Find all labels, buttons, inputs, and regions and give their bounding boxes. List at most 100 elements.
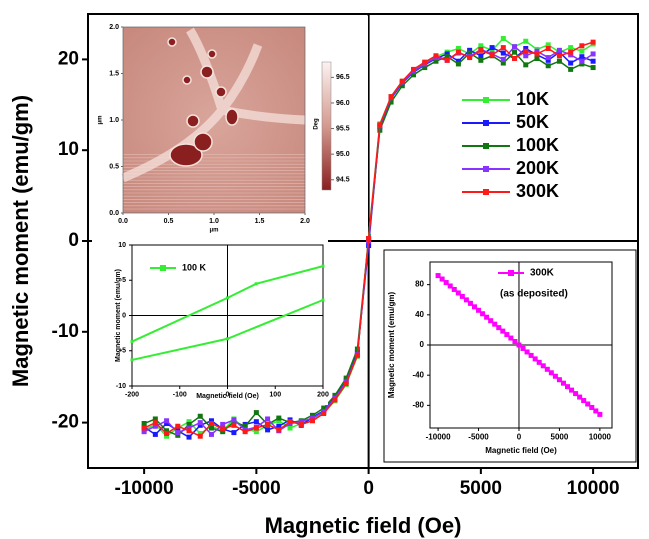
- particle: [169, 143, 203, 167]
- legend-marker: [483, 120, 489, 126]
- annotation: (as deposited): [500, 289, 568, 300]
- marker: [377, 122, 383, 128]
- marker: [455, 290, 461, 296]
- marker: [309, 412, 315, 418]
- x-tick-label: 5000: [460, 478, 502, 499]
- marker: [197, 420, 203, 426]
- marker: [488, 318, 494, 324]
- marker: [242, 429, 248, 435]
- particle: [182, 75, 192, 85]
- legend-marker: [483, 97, 489, 103]
- y-tick-label: 10: [118, 242, 126, 249]
- marker: [197, 433, 203, 439]
- colorbar-label: Deg: [314, 118, 320, 130]
- y-tick-label: 40: [415, 310, 424, 319]
- legend-label: 50K: [516, 112, 549, 132]
- legend-label: 10K: [516, 89, 549, 109]
- marker: [523, 38, 529, 44]
- marker: [175, 430, 181, 436]
- marker: [287, 425, 293, 431]
- x-axis-label: Magnetic field (Oe): [196, 393, 259, 400]
- chart-3: -10000 -5000 0 5000 10000 -80 -40 0 40 80 Magnetic…: [383, 249, 637, 463]
- marker: [544, 366, 550, 372]
- marker: [556, 53, 562, 59]
- marker: [579, 58, 585, 64]
- marker: [443, 280, 449, 286]
- y-tick-label: 0: [68, 230, 79, 251]
- marker: [579, 43, 585, 49]
- marker: [512, 339, 518, 345]
- marker: [560, 380, 566, 386]
- marker: [500, 56, 506, 62]
- legend-label: 100 K: [182, 262, 207, 272]
- marker: [500, 50, 506, 56]
- marker: [523, 53, 529, 59]
- marker: [484, 314, 490, 320]
- legend-label: 300K: [516, 181, 559, 201]
- marker: [152, 416, 158, 422]
- marker: [186, 421, 192, 427]
- particle: [186, 114, 200, 128]
- marker: [422, 59, 428, 65]
- marker: [545, 63, 551, 69]
- y-tick-label: 2.0: [109, 24, 119, 31]
- marker: [523, 48, 529, 54]
- marker: [568, 49, 574, 55]
- x-axis-label: μm: [209, 228, 218, 234]
- marker: [265, 427, 271, 433]
- marker: [309, 418, 315, 424]
- marker: [208, 431, 214, 437]
- y-tick-label: -10: [52, 321, 79, 342]
- marker: [556, 47, 562, 53]
- marker: [152, 420, 158, 426]
- marker: [520, 345, 526, 351]
- marker: [435, 273, 441, 279]
- marker: [565, 384, 571, 390]
- marker: [556, 377, 562, 383]
- marker: [500, 60, 506, 66]
- legend-label: 300K: [530, 268, 555, 279]
- marker: [552, 373, 558, 379]
- particle: [200, 65, 214, 79]
- marker: [536, 359, 542, 365]
- marker: [276, 418, 282, 424]
- marker: [444, 57, 450, 63]
- y-tick-label: 80: [415, 280, 424, 289]
- marker: [399, 78, 405, 84]
- legend-marker: [483, 166, 489, 172]
- marker: [500, 328, 506, 334]
- marker: [388, 94, 394, 100]
- marker: [332, 392, 338, 398]
- y-tick-label: -5: [120, 348, 126, 355]
- marker: [590, 65, 596, 71]
- particle: [225, 108, 239, 126]
- marker: [579, 61, 585, 67]
- marker: [164, 428, 170, 434]
- marker: [298, 421, 304, 427]
- y-tick-label: -20: [52, 412, 79, 433]
- y-axis-label: Magnetic moment (emu/gm): [115, 269, 122, 362]
- marker: [590, 58, 596, 64]
- marker: [226, 296, 229, 300]
- y-tick-label: 0.0: [109, 210, 119, 217]
- marker: [489, 47, 495, 53]
- marker: [186, 434, 192, 440]
- marker: [208, 425, 214, 431]
- marker: [512, 44, 518, 50]
- y-tick-label: 10: [58, 139, 79, 160]
- marker: [579, 54, 585, 60]
- y-tick-label: 20: [58, 48, 79, 69]
- inset-background: [383, 249, 637, 463]
- marker: [500, 45, 506, 51]
- marker: [577, 394, 583, 400]
- marker: [366, 235, 372, 241]
- x-tick-label: 10000: [589, 433, 612, 442]
- marker: [528, 352, 534, 358]
- x-tick-label: 1.5: [255, 218, 265, 225]
- marker: [545, 55, 551, 61]
- legend-marker: [508, 270, 514, 276]
- x-tick-label: 2.0: [300, 218, 310, 225]
- marker: [343, 375, 349, 381]
- marker: [399, 83, 405, 89]
